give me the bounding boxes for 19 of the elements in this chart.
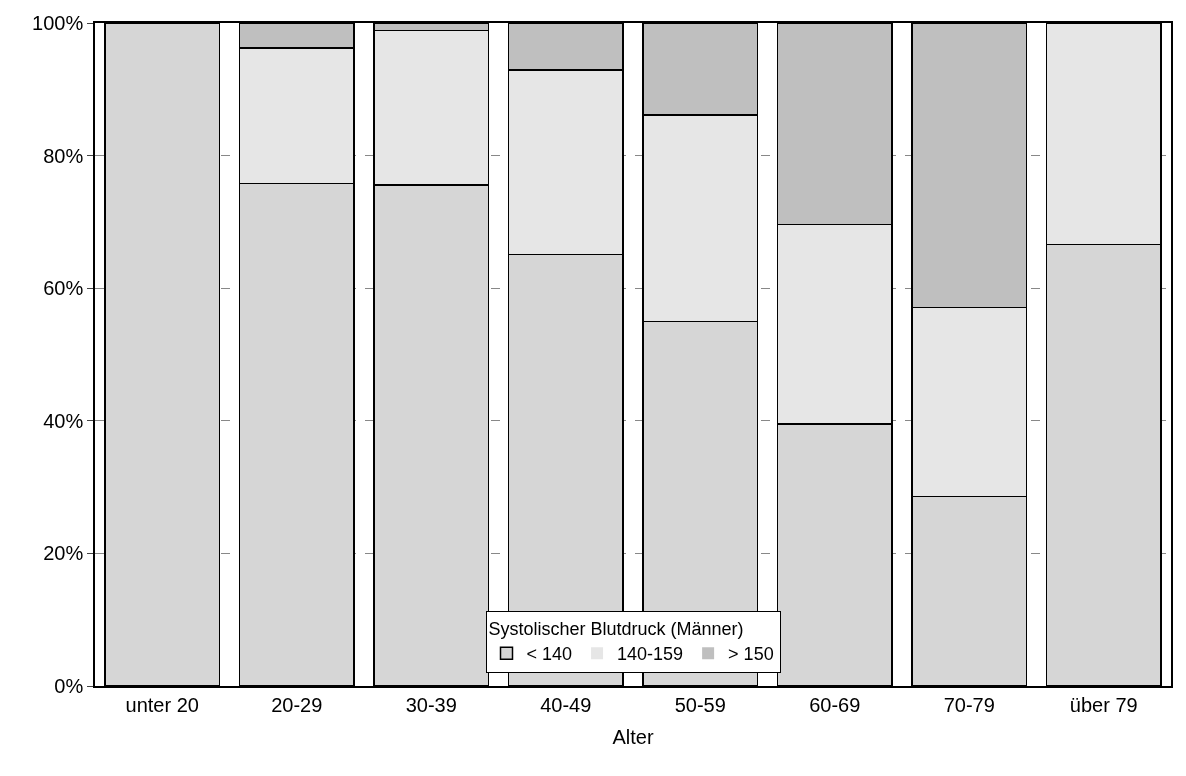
y-tick-label: 40% (43, 409, 84, 432)
x-axis-title: Alter (612, 725, 654, 748)
legend-label: < 140 (526, 644, 573, 665)
x-tick-label: 20-29 (271, 693, 323, 716)
y-tick-label: 100% (32, 12, 84, 34)
x-tick-label: 50-59 (674, 693, 726, 716)
y-tick-label: 60% (43, 277, 84, 300)
x-tick-label: 30-39 (405, 693, 457, 716)
x-tick-label: unter 20 (125, 693, 199, 716)
legend-label: > 150 (728, 644, 774, 665)
y-tick-label: 0% (54, 675, 84, 697)
x-tick-label: 70-79 (943, 693, 995, 716)
y-tick-label: 80% (43, 144, 84, 167)
x-tick-label: 60-69 (809, 693, 861, 716)
x-tick-label: über 79 (1069, 693, 1138, 716)
y-tick-label: 20% (43, 542, 84, 565)
legend-title: Systolischer Blutdruck (Männer) (488, 619, 744, 640)
legend-label: 140-159 (617, 644, 684, 665)
x-tick-label: 40-49 (540, 693, 592, 716)
